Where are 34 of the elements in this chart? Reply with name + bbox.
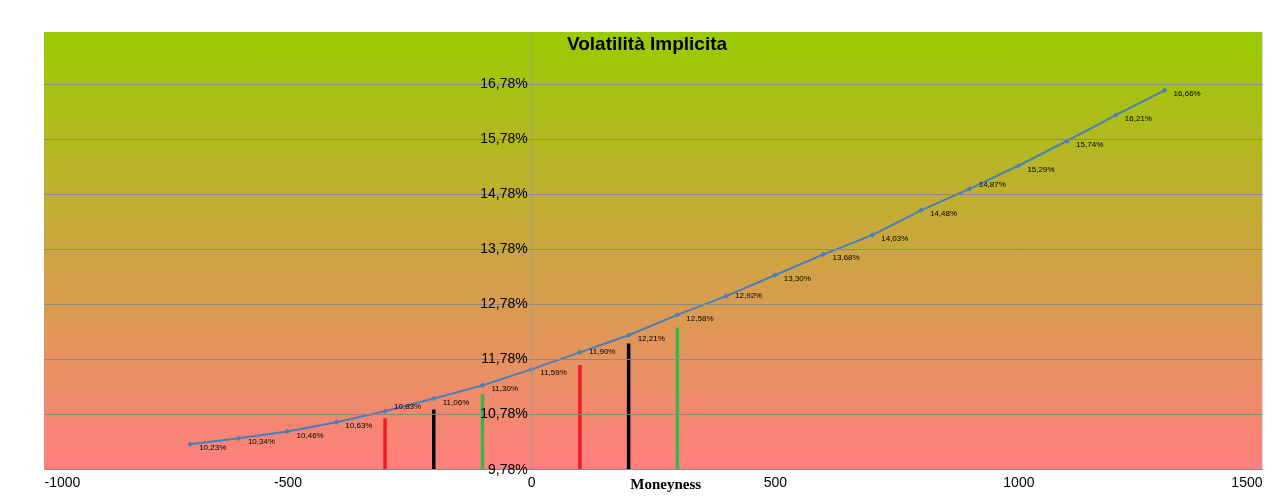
x-tick-label: 1500 [1231,473,1263,490]
data-label: 13,30% [783,274,811,284]
data-label: 15,74% [1076,139,1104,149]
data-label: 12,58% [686,313,714,323]
y-tick-label: 13,78% [480,240,528,257]
data-label: 12,92% [735,291,763,301]
y-tick-label: 12,78% [480,295,528,312]
data-label: 14,87% [978,179,1006,189]
y-tick-label: 9,78% [488,460,528,477]
x-axis-title: Moneyness [630,475,702,492]
chart-title: Volatilità Implicita [566,33,728,54]
y-tick-label: 11,78% [481,350,528,367]
data-label: 11,30% [491,384,519,394]
data-label: 15,29% [1027,164,1055,174]
data-label: 12,21% [637,334,665,344]
data-label: 10,23% [199,443,227,453]
x-tick-label: -1000 [44,473,81,490]
data-label: 16,21% [1124,114,1152,124]
x-tick-label: 500 [763,473,788,490]
data-label: 13,68% [832,253,860,263]
data-label: 11,90% [588,347,616,357]
data-label: 11,59% [540,368,567,378]
x-tick-label: -500 [274,473,303,490]
x-tick-label: 1000 [1003,473,1035,490]
data-label: 10,46% [296,430,324,440]
data-label: 14,03% [881,234,909,244]
y-tick-label: 10,78% [480,405,528,422]
data-label: 11,06% [442,397,470,407]
y-tick-label: 14,78% [480,185,528,202]
data-label: 10,63% [345,421,373,431]
data-label: 10,34% [247,437,276,447]
data-label: 14,48% [929,209,958,219]
data-label: 16,66% [1173,89,1201,99]
x-tick-label: 0 [527,473,536,490]
